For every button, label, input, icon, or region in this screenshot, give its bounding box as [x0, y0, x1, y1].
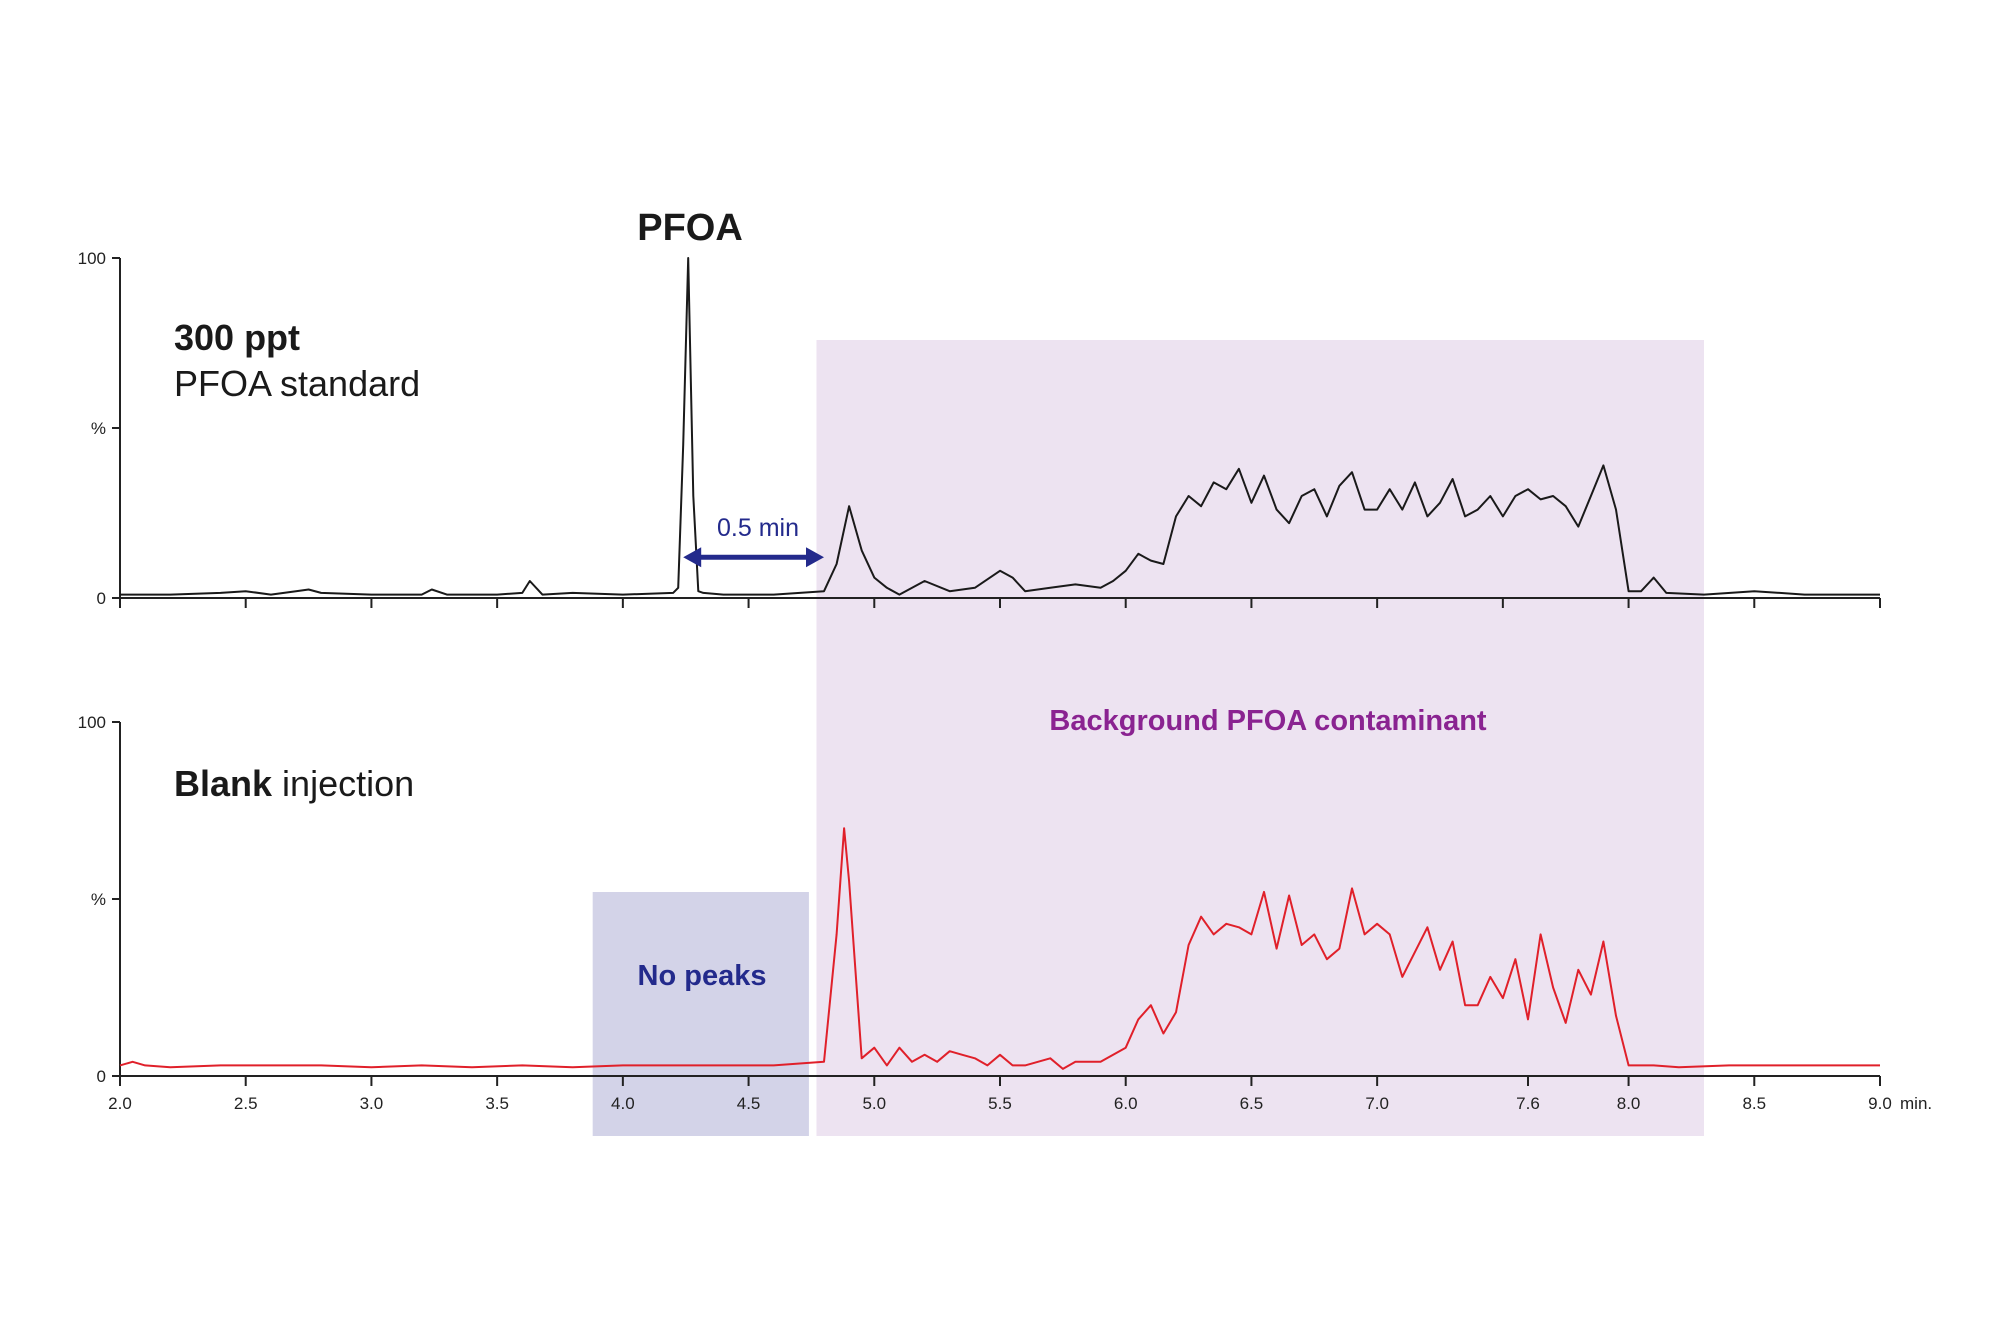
standard-trace-line	[120, 257, 1880, 596]
bottom-panel-axes: 100% 02.0 2.5 3.0 3.5 4.0 4.5 5.0 5.5 6.0 6.5 7.0 7.…	[78, 713, 1933, 1113]
blank-injection-label: Blank injection	[174, 763, 414, 804]
blank-label-bold: Blank	[174, 763, 273, 804]
blank-trace-line	[119, 827, 1880, 1070]
retention-shift-label: 0.5 min	[717, 514, 799, 542]
x-tick-label: 3.0	[360, 1094, 384, 1113]
x-tick-label: 5.0	[862, 1094, 886, 1113]
x-tick-label: 6.5	[1240, 1094, 1264, 1113]
x-tick-label: 3.5	[485, 1094, 509, 1113]
y-tick-label: 100	[78, 713, 106, 732]
y-tick-label: %	[91, 890, 106, 909]
y-tick-label: %	[91, 419, 106, 438]
x-tick-label: 7.0	[1365, 1094, 1389, 1113]
x-tick-label: 2.5	[234, 1094, 258, 1113]
x-tick-label: 2.0	[108, 1094, 132, 1113]
x-tick-label: 5.5	[988, 1094, 1012, 1113]
x-tick-label: 9.0	[1868, 1094, 1892, 1113]
x-tick-label: 4.0	[611, 1094, 635, 1113]
no-peaks-region	[592, 892, 809, 1136]
standard-description-label: PFOA standard	[174, 363, 420, 404]
x-axis-unit-label: min.	[1900, 1094, 1932, 1113]
x-tick-label: 6.0	[1114, 1094, 1138, 1113]
shift-arrow-head-right	[806, 547, 824, 568]
no-peaks-label: No peaks	[638, 960, 767, 992]
x-tick-label: 4.5	[737, 1094, 761, 1113]
x-tick-label: 7.6	[1516, 1094, 1540, 1113]
background-contaminant-region	[816, 340, 1704, 1136]
x-tick-label: 8.5	[1742, 1094, 1766, 1113]
standard-concentration-label: 300 ppt	[174, 317, 300, 358]
background-contaminant-label: Background PFOA contaminant	[1049, 705, 1487, 737]
blank-label-text: injection	[272, 763, 414, 804]
retention-shift-arrow	[683, 547, 824, 568]
pfoa-peak-label: PFOA	[637, 207, 743, 249]
top-panel-axes: 100% 0	[78, 249, 1881, 608]
y-tick-label: 0	[97, 589, 106, 608]
y-tick-label: 100	[78, 249, 106, 268]
y-tick-label: 0	[97, 1067, 106, 1086]
x-tick-label: 8.0	[1617, 1094, 1641, 1113]
shift-arrow-head-left	[683, 547, 702, 568]
